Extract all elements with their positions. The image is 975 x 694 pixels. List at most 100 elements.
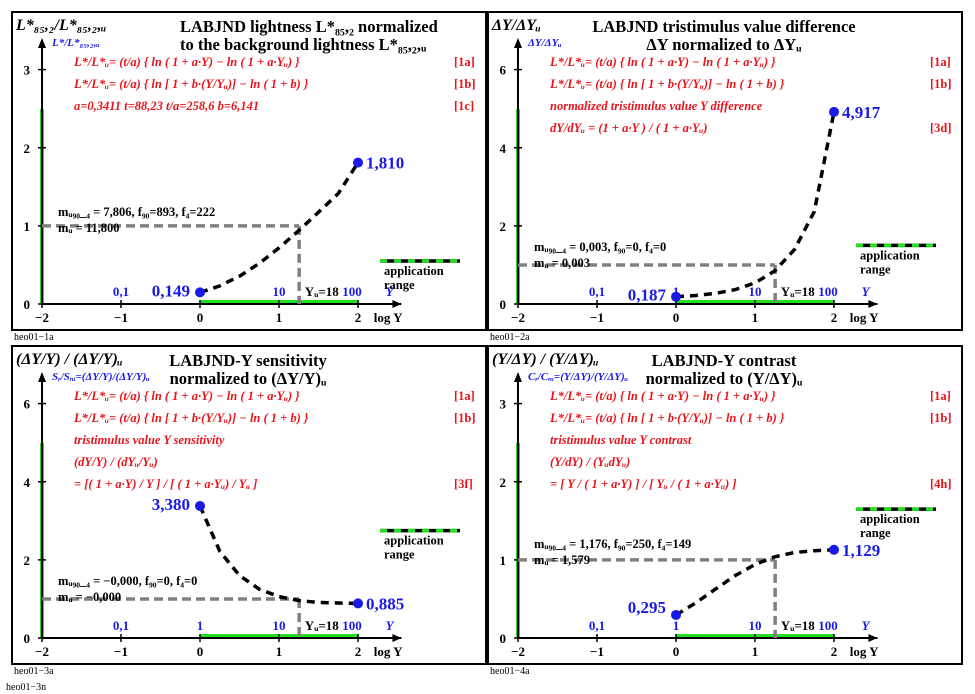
y-scale-label: 1 — [673, 284, 680, 299]
y-scale-label: 100 — [818, 284, 838, 299]
end-point — [671, 609, 681, 620]
formula-line: L*/L*ᵤ= (t/a) { ln ( 1 + a·Y) − ln ( 1 +… — [73, 389, 300, 403]
y-tick-label: 0 — [500, 631, 507, 646]
y-tick-label: 2 — [24, 141, 31, 156]
x-axis-arrow — [868, 634, 878, 642]
y-axis-label: Cᵣ/Cᵣᵤ=(Y/ΔY)/(Y/ΔY)ᵤ — [528, 371, 628, 383]
panel-id: heo01−2a — [490, 332, 530, 343]
chart-title: LABJND-Y sensitivity — [169, 351, 327, 370]
panel-frame — [11, 345, 487, 665]
y-scale-label: 0,1 — [589, 618, 605, 633]
formula-line: dY/dYᵤ = (1 + a·Y ) / ( 1 + a·Yᵤ) — [550, 121, 708, 135]
chart-title: normalized to (Y/ΔY)ᵤ — [646, 369, 803, 388]
x-tick-label: −1 — [590, 644, 604, 659]
corner-title: (ΔY/Y) / (ΔY/Y)ᵤ — [16, 351, 123, 368]
range-legend-label: application — [860, 248, 920, 262]
formula-line: (Y/dY) / (YᵤdYᵤ) — [550, 455, 630, 469]
end-point-label: 4,917 — [842, 103, 881, 122]
end-point — [829, 544, 839, 555]
series-curve — [675, 548, 835, 617]
y-scale-label: 10 — [273, 618, 286, 633]
x-tick-label: 0 — [197, 310, 204, 325]
y-tick-label: 1 — [24, 219, 31, 234]
y-tick-label: 1 — [500, 553, 507, 568]
chart-title: LABJND lightness L*₈₅,₂ normalized — [180, 17, 438, 36]
y-axis-arrow — [514, 372, 522, 382]
y-axis-label: Sᵣ/Sᵣᵤ=(ΔY/Y)/(ΔY/Y)ᵤ — [52, 371, 150, 383]
corner-title: (Y/ΔY) / (Y/ΔY)ᵤ — [492, 351, 599, 368]
x-tick-label: −2 — [511, 310, 525, 325]
y-tick-label: 2 — [500, 475, 507, 490]
x-tick-label: 1 — [276, 644, 283, 659]
x-axis-arrow — [392, 300, 402, 308]
panel-frame — [487, 11, 963, 331]
x-tick-label: 1 — [752, 644, 759, 659]
end-point-label: 0,295 — [628, 598, 666, 617]
range-legend-label: application — [860, 512, 920, 526]
end-point — [353, 598, 363, 609]
end-point-label: 1,810 — [366, 154, 404, 173]
formula-tag: [1b] — [454, 411, 476, 425]
y-tick-label: 3 — [24, 63, 31, 78]
y-scale-label: 0,1 — [589, 284, 605, 299]
range-legend-label: range — [384, 278, 415, 292]
y-axis-arrow — [38, 38, 46, 48]
chart-title: to the background lightness L*₈₅,₂,ᵤ — [180, 35, 427, 54]
x-axis-label: log Y — [850, 644, 879, 659]
series-curve — [198, 505, 359, 606]
y-scale-label: 1 — [673, 618, 680, 633]
formula-tag: [1a] — [930, 55, 951, 69]
note-line: mᵤ₉₀_₄ = 7,806, f₉₀=893, f₄=222 — [58, 205, 215, 219]
x-tick-label: 0 — [673, 644, 680, 659]
x-axis-arrow — [392, 634, 402, 642]
range-legend-label: application — [384, 264, 444, 278]
y-tick-label: 0 — [500, 297, 507, 312]
x-tick-label: −1 — [590, 310, 604, 325]
y-scale-label: Y — [862, 618, 871, 633]
formula-tag: [1c] — [454, 99, 474, 113]
range-legend-label: range — [384, 548, 415, 562]
x-axis-label: log Y — [374, 644, 403, 659]
note-line: mᵤ = 0,003 — [534, 256, 590, 270]
range-legend-label: application — [384, 534, 444, 548]
x-tick-label: 2 — [355, 310, 362, 325]
x-tick-label: 1 — [276, 310, 283, 325]
x-tick-label: 0 — [197, 644, 204, 659]
y-scale-label: Y — [386, 284, 395, 299]
note-line: mᵤ₉₀_₄ = 1,176, f₉₀=250, f₄=149 — [534, 537, 691, 551]
x-tick-label: 2 — [831, 644, 838, 659]
chart-title: ΔY normalized to ΔYᵤ — [646, 35, 802, 54]
yu-label: Yᵤ=18 — [781, 284, 816, 299]
end-point — [829, 106, 839, 117]
yu-label: Yᵤ=18 — [781, 618, 816, 633]
y-tick-label: 0 — [24, 631, 31, 646]
y-scale-label: 0,1 — [113, 284, 129, 299]
y-scale-label: 10 — [749, 284, 762, 299]
formula-tag: [1a] — [454, 55, 475, 69]
range-legend-label: range — [860, 262, 891, 276]
panel-id: heo01−3a — [14, 666, 54, 677]
series-curve — [199, 161, 360, 295]
end-point-label: 0,149 — [152, 281, 190, 300]
end-point-label: 0,885 — [366, 594, 404, 613]
y-tick-label: 0 — [24, 297, 31, 312]
note-line: mᵤ₉₀_₄ = 0,003, f₉₀=0, f₄=0 — [534, 240, 666, 254]
note-line: mᵤ = 11,800 — [58, 221, 120, 235]
formula-tag: [1b] — [454, 77, 476, 91]
x-tick-label: −2 — [511, 644, 525, 659]
formula-line: a=0,3411 t=88,23 t/a=258,6 b=6,141 — [74, 99, 259, 113]
y-scale-label: 10 — [273, 284, 286, 299]
corner-title: L*₈₅,₂/L*₈₅,₂,ᵤ — [15, 17, 106, 34]
x-tick-label: 2 — [831, 310, 838, 325]
chart-title: LABJND tristimulus value difference — [592, 17, 855, 36]
formula-line: L*/L*ᵤ= (t/a) { ln [ 1 + b·(Y/Yᵤ)] − ln … — [73, 411, 309, 425]
y-scale-label: Y — [386, 618, 395, 633]
chart-title: LABJND-Y contrast — [652, 351, 797, 370]
x-tick-label: 2 — [355, 644, 362, 659]
y-tick-label: 6 — [24, 397, 31, 412]
end-point — [671, 291, 681, 302]
end-point-label: 1,129 — [842, 541, 880, 560]
note-line: mᵤ₉₀_₄ = −0,000, f₉₀=0, f₄=0 — [58, 574, 197, 588]
